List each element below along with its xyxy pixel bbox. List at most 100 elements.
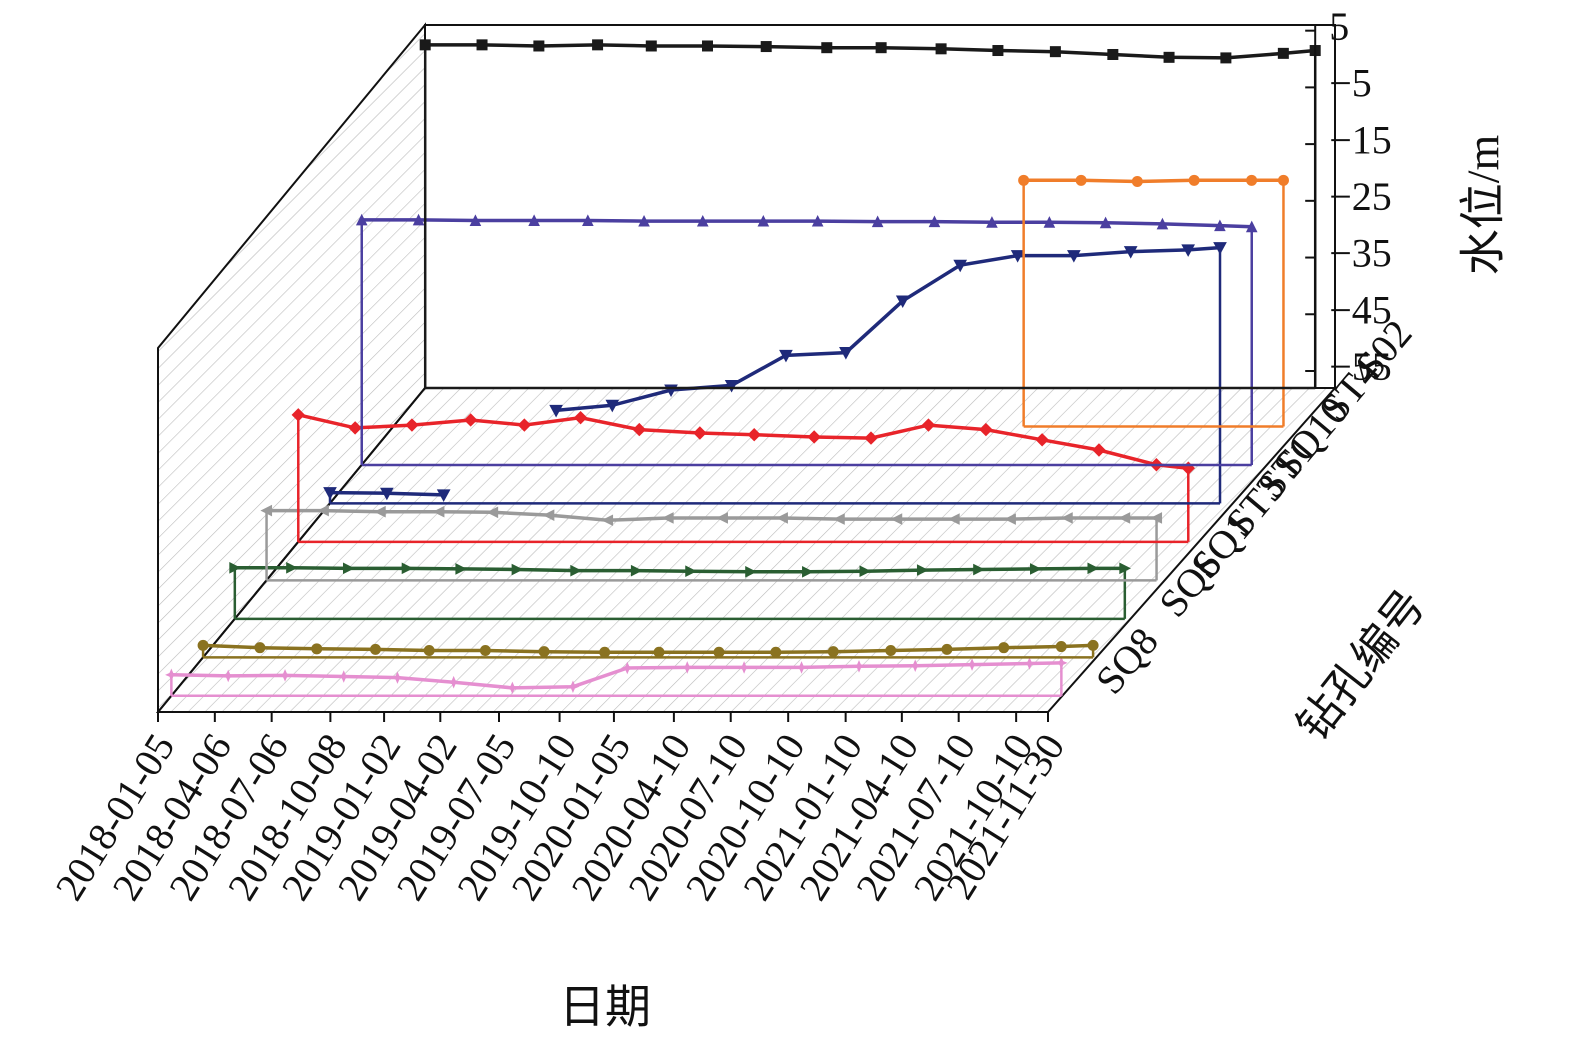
marker — [1277, 47, 1289, 59]
marker — [745, 565, 757, 578]
marker — [885, 645, 897, 657]
marker — [1023, 657, 1036, 670]
marker — [998, 642, 1010, 654]
marker — [419, 39, 431, 51]
marker — [342, 562, 355, 575]
marker — [760, 41, 772, 53]
marker — [1092, 443, 1106, 457]
marker — [511, 563, 524, 576]
marker — [724, 379, 739, 393]
marker — [528, 214, 540, 226]
marker — [713, 646, 725, 658]
marker — [254, 642, 266, 654]
marker — [747, 427, 761, 442]
marker — [1010, 250, 1025, 263]
marker — [286, 561, 298, 574]
marker — [811, 214, 824, 227]
marker — [1043, 216, 1056, 228]
marker — [542, 509, 555, 521]
marker — [1245, 220, 1258, 233]
marker — [573, 410, 588, 425]
marker — [864, 431, 878, 445]
marker — [436, 489, 451, 502]
marker — [770, 646, 782, 658]
marker — [197, 639, 209, 651]
marker — [693, 426, 707, 440]
marker — [1181, 244, 1195, 257]
marker — [1087, 639, 1099, 651]
marker — [337, 670, 351, 683]
marker — [795, 661, 808, 674]
marker — [1004, 513, 1016, 525]
marker — [1087, 562, 1100, 575]
marker — [1277, 174, 1289, 186]
marker — [455, 563, 468, 575]
marker — [630, 564, 643, 577]
marker — [1067, 250, 1081, 263]
marker — [992, 45, 1004, 57]
marker — [1061, 512, 1073, 524]
marker — [941, 643, 953, 655]
marker — [278, 669, 292, 682]
back-wall — [424, 24, 1336, 389]
marker — [986, 216, 998, 228]
marker — [374, 505, 386, 518]
marker — [839, 347, 853, 360]
series-line — [1023, 178, 1284, 184]
marker — [821, 42, 833, 54]
marker — [908, 659, 922, 673]
marker — [582, 214, 594, 226]
marker — [221, 669, 235, 683]
marker — [807, 430, 821, 444]
marker — [1188, 174, 1200, 186]
y-tick-label: −45 — [1329, 287, 1392, 332]
y-axis-title: 水位/m — [1458, 135, 1509, 276]
marker — [317, 504, 329, 517]
x-axis-title: 日期 — [559, 982, 651, 1033]
y-tick-label: −5 — [1329, 61, 1372, 106]
marker — [716, 512, 728, 524]
marker — [566, 680, 580, 693]
marker — [1035, 433, 1049, 447]
marker — [570, 564, 582, 577]
marker — [291, 408, 305, 422]
marker — [1214, 219, 1226, 232]
marker — [391, 671, 404, 684]
marker — [423, 645, 435, 657]
marker — [948, 513, 960, 525]
marker — [549, 404, 563, 418]
marker — [601, 514, 614, 527]
marker — [592, 39, 604, 51]
marker — [533, 40, 545, 52]
marker — [1030, 563, 1042, 575]
marker — [1123, 246, 1138, 259]
marker — [463, 413, 478, 427]
marker — [928, 215, 941, 228]
marker — [1018, 174, 1030, 186]
marker — [1131, 175, 1143, 187]
marker — [432, 505, 445, 518]
marker — [486, 506, 499, 519]
marker — [702, 40, 714, 52]
marker — [638, 214, 650, 227]
marker — [916, 564, 929, 576]
marker — [979, 422, 993, 437]
marker — [935, 43, 947, 55]
marker — [517, 418, 532, 432]
marker — [355, 213, 368, 226]
marker — [1107, 48, 1119, 60]
marker — [1055, 656, 1068, 670]
marker — [476, 39, 488, 51]
marker — [1119, 562, 1131, 575]
marker — [757, 214, 770, 227]
marker — [662, 512, 674, 524]
marker — [632, 422, 646, 437]
marker — [1156, 217, 1169, 230]
marker — [875, 42, 887, 54]
marker — [871, 215, 884, 228]
marker — [833, 513, 845, 525]
marker — [779, 349, 793, 363]
marker — [1163, 51, 1175, 63]
marker — [412, 213, 425, 226]
marker — [1055, 641, 1067, 653]
